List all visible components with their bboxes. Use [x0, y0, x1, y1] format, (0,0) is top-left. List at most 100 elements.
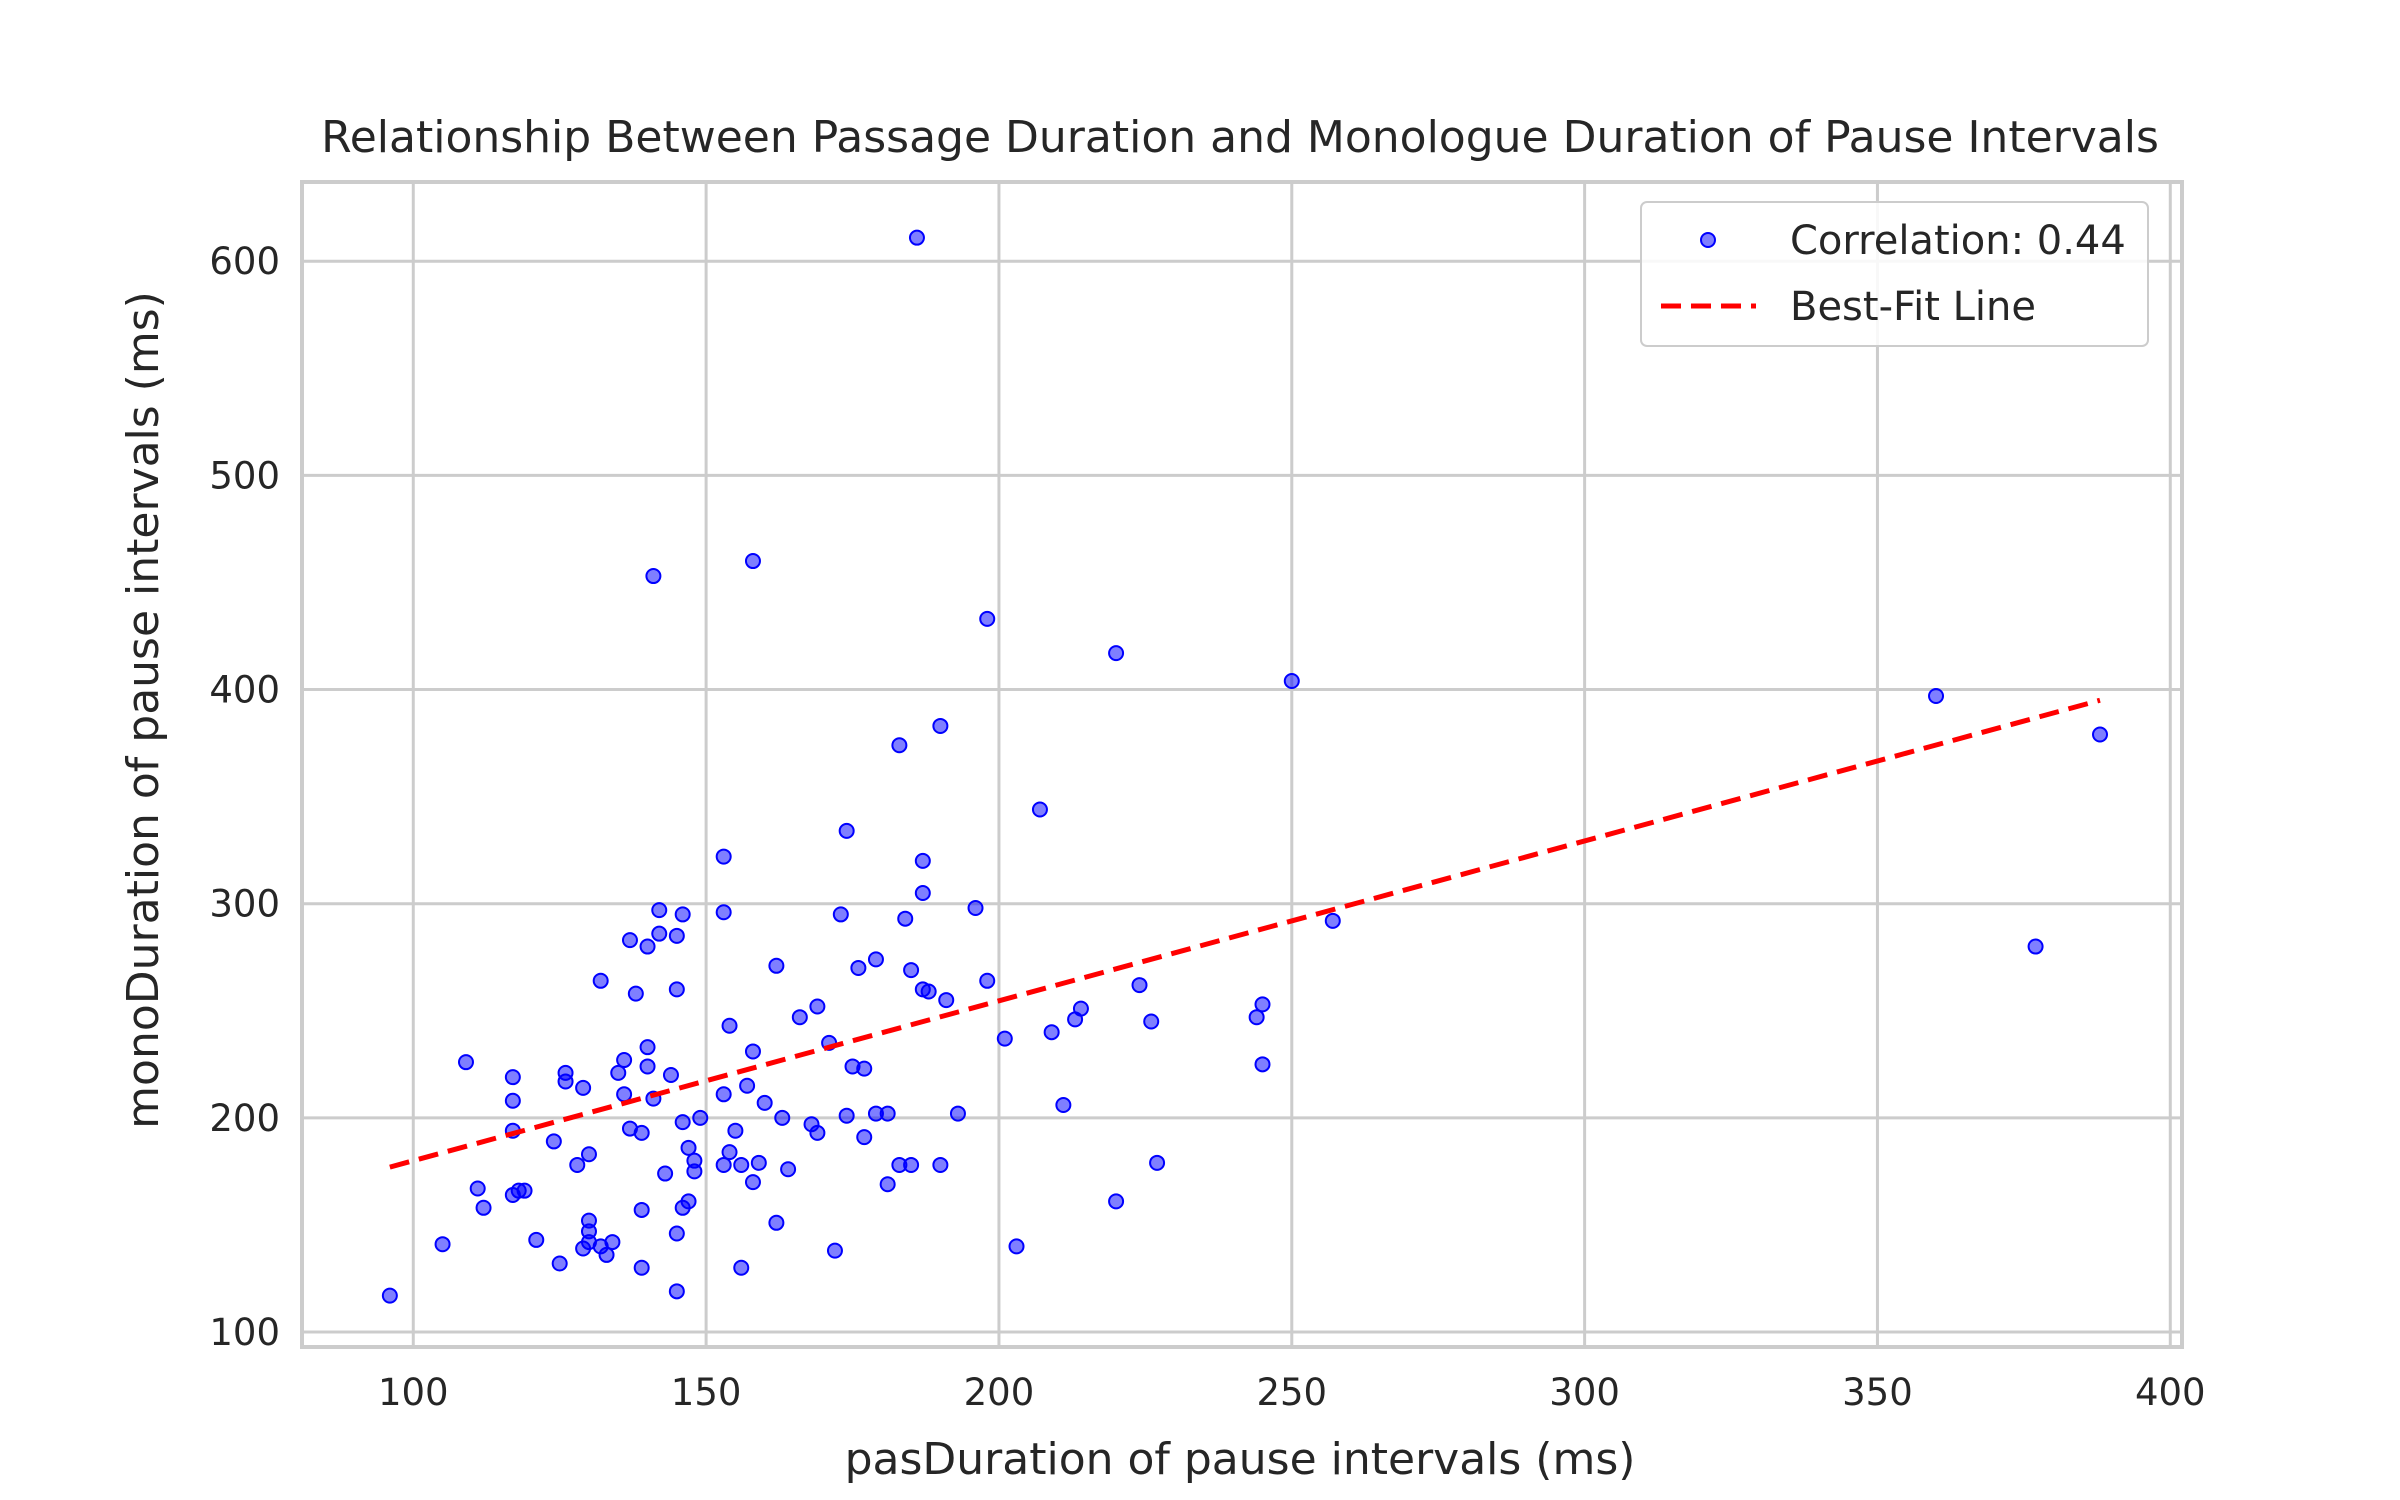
- data-point: [616, 1052, 633, 1069]
- data-point: [809, 998, 826, 1015]
- y-tick-label: 500: [209, 454, 280, 497]
- legend-box: [1640, 201, 2149, 347]
- data-point: [1043, 1024, 1060, 1041]
- data-point: [903, 1156, 920, 1173]
- data-point: [1131, 977, 1148, 994]
- y-tick-label: 600: [209, 240, 280, 283]
- data-point: [627, 985, 644, 1002]
- x-tick-label: 350: [1842, 1371, 1913, 1414]
- data-point: [756, 1094, 773, 1111]
- data-point: [1283, 672, 1300, 689]
- data-point: [867, 951, 884, 968]
- x-tick-label: 100: [378, 1371, 449, 1414]
- data-point: [604, 1234, 621, 1251]
- data-point: [668, 927, 685, 944]
- legend: Correlation: 0.44 Best-Fit Line: [1640, 201, 2149, 347]
- x-axis-label: pasDuration of pause intervals (ms): [845, 1434, 1636, 1485]
- data-point: [616, 1086, 633, 1103]
- data-point: [826, 1242, 843, 1259]
- data-point: [469, 1180, 486, 1197]
- data-point: [744, 553, 761, 570]
- data-point: [721, 1017, 738, 1034]
- data-point: [633, 1201, 650, 1218]
- data-point: [1149, 1154, 1166, 1171]
- data-point: [791, 1009, 808, 1026]
- data-point: [668, 1283, 685, 1300]
- data-point: [739, 1077, 756, 1094]
- data-point: [592, 972, 609, 989]
- data-point: [569, 1156, 586, 1173]
- data-point: [733, 1259, 750, 1276]
- data-point: [575, 1079, 592, 1096]
- x-tick-label: 200: [964, 1371, 1035, 1414]
- data-point: [621, 932, 638, 949]
- x-tick-label: 150: [671, 1371, 742, 1414]
- plot-frame: [300, 180, 2184, 1349]
- best-fit-line: [389, 697, 2101, 1170]
- data-point: [580, 1146, 597, 1163]
- data-point: [850, 959, 867, 976]
- data-point: [1108, 1193, 1125, 1210]
- data-point: [979, 610, 996, 627]
- data-point: [639, 1039, 656, 1056]
- data-point: [1055, 1097, 1072, 1114]
- data-point: [2027, 938, 2044, 955]
- data-point: [809, 1124, 826, 1141]
- data-point: [897, 910, 914, 927]
- data-point: [949, 1105, 966, 1122]
- data-point: [780, 1161, 797, 1178]
- data-point: [938, 992, 955, 1009]
- data-point: [914, 852, 931, 869]
- data-point: [674, 1114, 691, 1131]
- data-point: [457, 1054, 474, 1071]
- data-point: [504, 1092, 521, 1109]
- y-tick-label: 100: [209, 1311, 280, 1354]
- data-point: [891, 737, 908, 754]
- data-point: [1031, 801, 1048, 818]
- legend-scatter-marker: [1700, 232, 1716, 248]
- data-point: [1143, 1013, 1160, 1030]
- x-tick-label: 250: [1256, 1371, 1327, 1414]
- data-point: [832, 906, 849, 923]
- data-point: [551, 1255, 568, 1272]
- data-point: [967, 899, 984, 916]
- data-point: [674, 906, 691, 923]
- data-point: [750, 1154, 767, 1171]
- chart-title: Relationship Between Passage Duration an…: [321, 112, 2159, 163]
- data-point: [768, 957, 785, 974]
- scatter-points: [381, 229, 2109, 1304]
- data-point: [721, 1144, 738, 1161]
- legend-label-best-fit: Best-Fit Line: [1790, 284, 2036, 330]
- data-point: [1254, 996, 1271, 1013]
- data-point: [668, 1225, 685, 1242]
- data-point: [657, 1165, 674, 1182]
- x-tick-label: 400: [2135, 1371, 2206, 1414]
- data-point: [715, 1086, 732, 1103]
- data-point: [774, 1109, 791, 1126]
- data-point: [715, 848, 732, 865]
- data-point: [680, 1193, 697, 1210]
- y-tick-label: 300: [209, 883, 280, 926]
- data-point: [639, 938, 656, 955]
- grid-lines: [302, 182, 2182, 1347]
- data-point: [879, 1176, 896, 1193]
- data-point: [2092, 726, 2109, 743]
- data-point: [680, 1139, 697, 1156]
- data-point: [639, 1058, 656, 1075]
- data-point: [932, 1156, 949, 1173]
- y-tick-label: 400: [209, 669, 280, 712]
- data-point: [504, 1069, 521, 1086]
- data-point: [715, 904, 732, 921]
- data-point: [1248, 1009, 1265, 1026]
- data-point: [557, 1073, 574, 1090]
- data-point: [662, 1067, 679, 1084]
- x-tick-label: 300: [1549, 1371, 1620, 1414]
- data-point: [1008, 1238, 1025, 1255]
- data-point: [856, 1129, 873, 1146]
- data-point: [838, 822, 855, 839]
- data-point: [668, 981, 685, 998]
- data-point: [692, 1109, 709, 1126]
- data-point: [1254, 1056, 1271, 1073]
- data-point: [879, 1105, 896, 1122]
